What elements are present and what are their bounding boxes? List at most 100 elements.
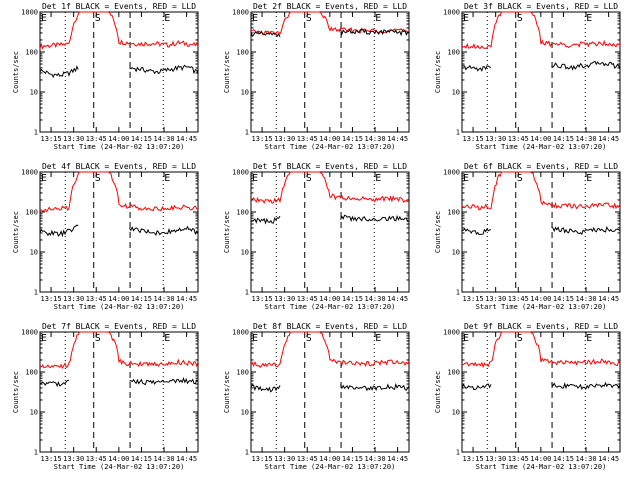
x-tick-label: 13:45 <box>297 135 318 143</box>
interval-marker-label: E <box>252 333 258 344</box>
x-tick-label: 13:45 <box>508 455 529 463</box>
x-tick-label: 14:00 <box>530 295 551 303</box>
detector-panel: Det 1f BLACK = Events, RED = LLD 1 10 100 10… <box>12 2 199 151</box>
interval-marker-label: E <box>586 13 592 24</box>
interval-marker-label: S <box>517 333 523 344</box>
y-axis-label: Counts/sec <box>223 51 231 93</box>
y-tick-label: 100 <box>447 49 460 57</box>
y-tick-label: 100 <box>236 369 249 377</box>
lld-series-line <box>461 331 621 369</box>
y-axis-label: Counts/sec <box>434 371 442 413</box>
y-tick-label: 1000 <box>21 329 38 337</box>
x-tick-label: 13:15 <box>463 455 484 463</box>
x-tick-label: 13:45 <box>86 455 107 463</box>
x-axis-label: Start Time (24-Mar-02 13:07:20) <box>265 463 396 471</box>
x-tick-label: 14:30 <box>364 135 385 143</box>
x-tick-label: 14:45 <box>176 455 197 463</box>
x-tick-label: 13:15 <box>252 455 273 463</box>
detector-panel: Det 2f BLACK = Events, RED = LLD 1 10 100 10… <box>223 2 410 151</box>
x-tick-label: 13:15 <box>252 135 273 143</box>
interval-marker-label: E <box>164 173 170 184</box>
y-tick-label: 10 <box>241 409 249 417</box>
y-tick-label: 1000 <box>21 169 38 177</box>
y-tick-label: 1000 <box>232 9 249 17</box>
events-series-line <box>129 376 199 386</box>
interval-marker-label: E <box>41 333 47 344</box>
x-axis-label: Start Time (24-Mar-02 13:07:20) <box>54 463 185 471</box>
y-tick-label: 10 <box>452 249 460 257</box>
y-tick-label: 1 <box>245 129 249 137</box>
x-tick-label: 13:45 <box>86 295 107 303</box>
events-series-line <box>39 224 79 238</box>
interval-marker-label: S <box>517 13 523 24</box>
panel-title: Det 2f BLACK = Events, RED = LLD <box>253 2 407 11</box>
events-series-line <box>340 214 410 223</box>
x-tick-label: 14:30 <box>575 135 596 143</box>
x-tick-label: 14:00 <box>319 135 340 143</box>
detector-panel: Det 4f BLACK = Events, RED = LLD 1 10 100 10… <box>12 162 199 311</box>
y-tick-label: 1000 <box>443 329 460 337</box>
y-tick-label: 10 <box>30 89 38 97</box>
events-series-line <box>340 382 410 392</box>
x-tick-label: 14:45 <box>176 135 197 143</box>
panel-title: Det 9f BLACK = Events, RED = LLD <box>464 322 618 331</box>
y-tick-label: 100 <box>25 49 38 57</box>
x-tick-label: 14:15 <box>342 135 363 143</box>
x-tick-label: 13:30 <box>485 135 506 143</box>
y-axis-label: Counts/sec <box>223 211 231 253</box>
panel-title: Det 8f BLACK = Events, RED = LLD <box>253 322 407 331</box>
interval-marker-label: E <box>375 173 381 184</box>
y-tick-label: 1000 <box>443 169 460 177</box>
x-tick-label: 13:15 <box>252 295 273 303</box>
events-series-line <box>39 65 79 79</box>
x-tick-label: 14:30 <box>575 295 596 303</box>
events-series-line <box>129 64 199 75</box>
y-tick-label: 10 <box>30 409 38 417</box>
panel-title: Det 7f BLACK = Events, RED = LLD <box>42 322 196 331</box>
x-axis-label: Start Time (24-Mar-02 13:07:20) <box>265 143 396 151</box>
y-tick-label: 1 <box>245 289 249 297</box>
lld-series-line <box>39 11 199 50</box>
x-tick-label: 14:15 <box>553 135 574 143</box>
y-tick-label: 10 <box>241 89 249 97</box>
x-tick-label: 14:00 <box>108 295 129 303</box>
panel-title: Det 4f BLACK = Events, RED = LLD <box>42 162 196 171</box>
events-series-line <box>250 384 281 393</box>
events-series-line <box>250 31 281 38</box>
y-tick-label: 1 <box>34 129 38 137</box>
y-tick-label: 1 <box>456 449 460 457</box>
x-tick-label: 13:15 <box>41 455 62 463</box>
detector-panel: Det 3f BLACK = Events, RED = LLD 1 10 100 10… <box>434 2 621 151</box>
y-axis-label: Counts/sec <box>434 211 442 253</box>
detector-panel: Det 8f BLACK = Events, RED = LLD 1 10 100 10… <box>223 322 410 471</box>
interval-marker-label: E <box>375 333 381 344</box>
y-axis-label: Counts/sec <box>12 51 20 93</box>
x-tick-label: 14:30 <box>153 135 174 143</box>
x-tick-label: 14:15 <box>131 455 152 463</box>
y-axis-label: Counts/sec <box>12 211 20 253</box>
y-tick-label: 1 <box>245 449 249 457</box>
interval-marker-label: E <box>41 173 47 184</box>
panel-title: Det 6f BLACK = Events, RED = LLD <box>464 162 618 171</box>
panel-title: Det 1f BLACK = Events, RED = LLD <box>42 2 196 11</box>
interval-marker-label: E <box>463 173 469 184</box>
x-tick-label: 13:45 <box>508 295 529 303</box>
interval-marker-label: E <box>375 13 381 24</box>
plot-frame <box>461 11 621 133</box>
y-tick-label: 1000 <box>232 329 249 337</box>
x-tick-label: 13:45 <box>297 455 318 463</box>
x-tick-label: 13:30 <box>63 135 84 143</box>
plot-frame <box>461 331 621 453</box>
x-tick-label: 14:00 <box>108 455 129 463</box>
lld-series-line <box>39 171 199 213</box>
y-axis-label: Counts/sec <box>434 51 442 93</box>
x-tick-label: 14:30 <box>364 455 385 463</box>
events-series-line <box>551 381 621 391</box>
events-series-line <box>551 60 621 71</box>
interval-marker-label: E <box>252 13 258 24</box>
events-series-line <box>461 64 492 72</box>
panel-title: Det 3f BLACK = Events, RED = LLD <box>464 2 618 11</box>
y-tick-label: 1000 <box>232 169 249 177</box>
panel-title: Det 5f BLACK = Events, RED = LLD <box>253 162 407 171</box>
